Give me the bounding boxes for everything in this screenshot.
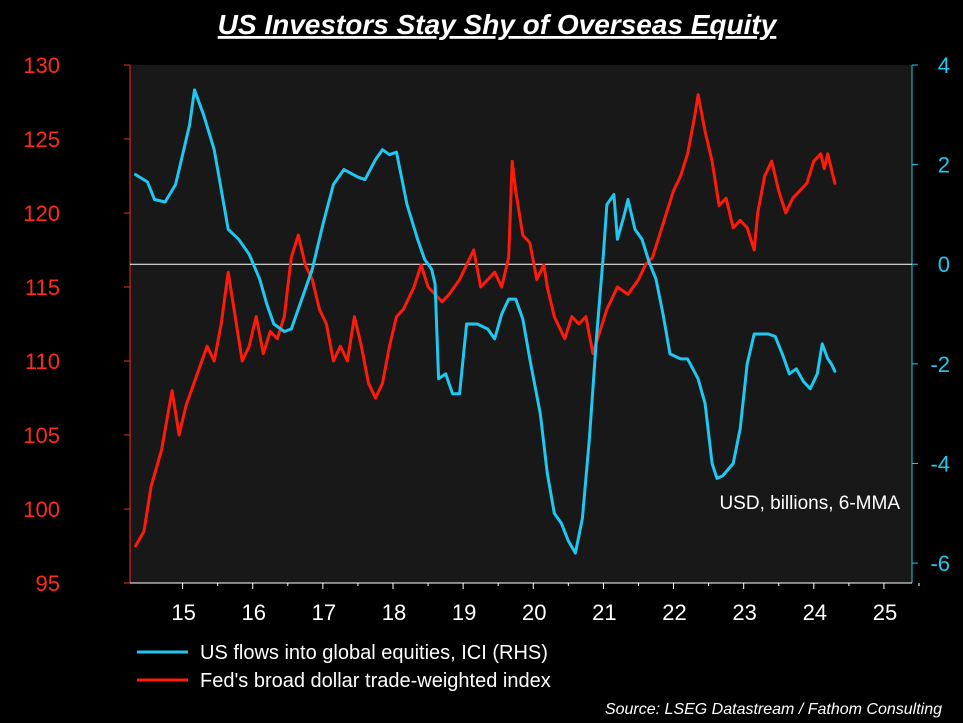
- left-tick-label: 130: [23, 53, 60, 78]
- x-tick-label: 25: [873, 600, 897, 625]
- left-tick-label: 100: [23, 497, 60, 522]
- left-tick-label: 110: [25, 349, 60, 374]
- plot-area: [130, 65, 912, 583]
- left-tick-label: 120: [23, 201, 60, 226]
- right-tick-label: -2: [930, 352, 950, 377]
- series-layer: [134, 88, 837, 555]
- chart-title: US Investors Stay Shy of Overseas Equity: [218, 9, 778, 40]
- source-note: Source: LSEG Datastream / Fathom Consult…: [605, 701, 942, 718]
- unit-annotation: USD, billions, 6-MMA: [719, 493, 900, 514]
- x-tick-label: 23: [732, 600, 756, 625]
- right-tick-label: -6: [930, 551, 950, 576]
- left-tick-label: 95: [36, 571, 60, 596]
- x-tick-label: 21: [592, 600, 616, 625]
- legend: US flows into global equities, ICI (RHS)…: [137, 642, 551, 692]
- right-tick-label: -4: [930, 451, 950, 476]
- left-tick-label: 125: [23, 127, 60, 152]
- legend-label-dollar: Fed's broad dollar trade-weighted index: [200, 670, 551, 692]
- x-tick-label: 24: [803, 600, 827, 625]
- x-tick-label: 17: [312, 600, 336, 625]
- series-line-dollar: [134, 93, 837, 548]
- x-axis: 15 16 17 18 19 20 21 22 23 24 25: [130, 582, 920, 625]
- x-tick-label: 20: [522, 600, 546, 625]
- x-tick-label: 19: [452, 600, 476, 625]
- right-tick-label: 4: [938, 53, 950, 78]
- right-tick-label: 0: [938, 252, 950, 277]
- x-tick-label: 15: [171, 600, 195, 625]
- x-tick-label: 22: [662, 600, 686, 625]
- left-tick-label: 105: [23, 423, 60, 448]
- x-tick-label: 18: [382, 600, 406, 625]
- left-axis: 95 100 105 110 115 120 125 130: [23, 53, 131, 596]
- right-axis: -6 -4 -2 0 2 4: [911, 53, 950, 583]
- right-tick-label: 2: [938, 153, 950, 178]
- x-tick-label: 16: [241, 600, 265, 625]
- legend-label-flows: US flows into global equities, ICI (RHS): [200, 642, 548, 664]
- left-tick-label: 115: [25, 275, 60, 300]
- series-line-flows: [134, 88, 837, 555]
